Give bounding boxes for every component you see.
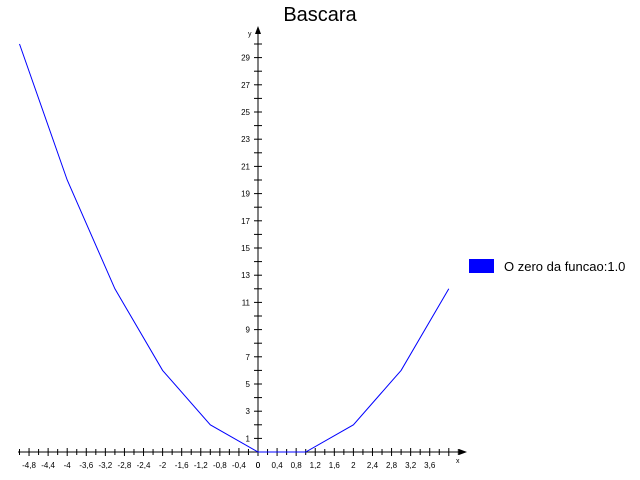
y-axis-arrow bbox=[255, 26, 261, 34]
y-tick-label: 19 bbox=[241, 190, 250, 199]
x-axis-arrow bbox=[459, 449, 467, 455]
y-tick-label: 21 bbox=[241, 162, 250, 171]
y-tick-label: 11 bbox=[242, 298, 251, 307]
x-axis-label: x bbox=[456, 458, 460, 465]
x-tick-label: -2,4 bbox=[137, 461, 151, 470]
x-tick-label: 0 bbox=[256, 461, 261, 470]
x-tick-label: -1,2 bbox=[194, 461, 208, 470]
x-tick-label: 1,2 bbox=[310, 461, 322, 470]
x-tick-label: 0,4 bbox=[272, 461, 284, 470]
x-tick-label: -4,8 bbox=[22, 461, 36, 470]
chart-title: Bascara bbox=[283, 4, 357, 26]
y-axis-label: y bbox=[248, 31, 252, 38]
axes: xy bbox=[18, 26, 467, 465]
x-tick-label: -0,4 bbox=[232, 461, 246, 470]
x-tick-label: -0,8 bbox=[213, 461, 227, 470]
x-tick-label: 3,2 bbox=[405, 461, 417, 470]
y-tick-label: 29 bbox=[241, 54, 250, 63]
legend-label: O zero da funcao:1.0 bbox=[504, 258, 626, 274]
x-tick-label: -2 bbox=[159, 461, 167, 470]
y-tick-label: 15 bbox=[241, 244, 250, 253]
x-tick-label: 1,6 bbox=[329, 461, 341, 470]
x-tick-label: 2,8 bbox=[386, 461, 398, 470]
y-tick-label: 9 bbox=[246, 326, 251, 335]
y-tick-label: 5 bbox=[246, 380, 251, 389]
series-lines bbox=[19, 43, 450, 453]
x-tick-label: 3,6 bbox=[424, 461, 436, 470]
x-tick-label: -4 bbox=[64, 461, 72, 470]
series-line bbox=[19, 43, 450, 453]
x-tick-label: 2,4 bbox=[367, 461, 379, 470]
y-tick-label: 7 bbox=[246, 353, 251, 362]
y-tick-label: 13 bbox=[241, 271, 250, 280]
x-tick-label: -3,6 bbox=[79, 461, 93, 470]
x-tick-label: -2,8 bbox=[118, 461, 132, 470]
x-tick-label: -3,2 bbox=[98, 461, 112, 470]
y-tick-label: 27 bbox=[241, 81, 250, 90]
legend: O zero da funcao:1.0 bbox=[469, 258, 625, 274]
y-tick-label: 1 bbox=[246, 434, 251, 443]
y-tick-label: 25 bbox=[241, 108, 250, 117]
x-tick-label: -4,4 bbox=[41, 461, 55, 470]
x-ticks: -4,8 -4,4 -4 -3,6 -3,2 -2,8 -2,4 -2 -1,6 -1,2 -0,8… bbox=[19, 448, 459, 470]
y-tick-label: 17 bbox=[241, 217, 250, 226]
y-tick-label: 23 bbox=[241, 135, 250, 144]
x-tick-label: 0 bbox=[256, 461, 261, 470]
x-tick-label: -1,6 bbox=[175, 461, 189, 470]
x-tick-label: 2 bbox=[351, 461, 356, 470]
y-tick-label: 3 bbox=[246, 407, 251, 416]
x-tick-label: 0,8 bbox=[291, 461, 303, 470]
legend-swatch bbox=[469, 259, 494, 273]
